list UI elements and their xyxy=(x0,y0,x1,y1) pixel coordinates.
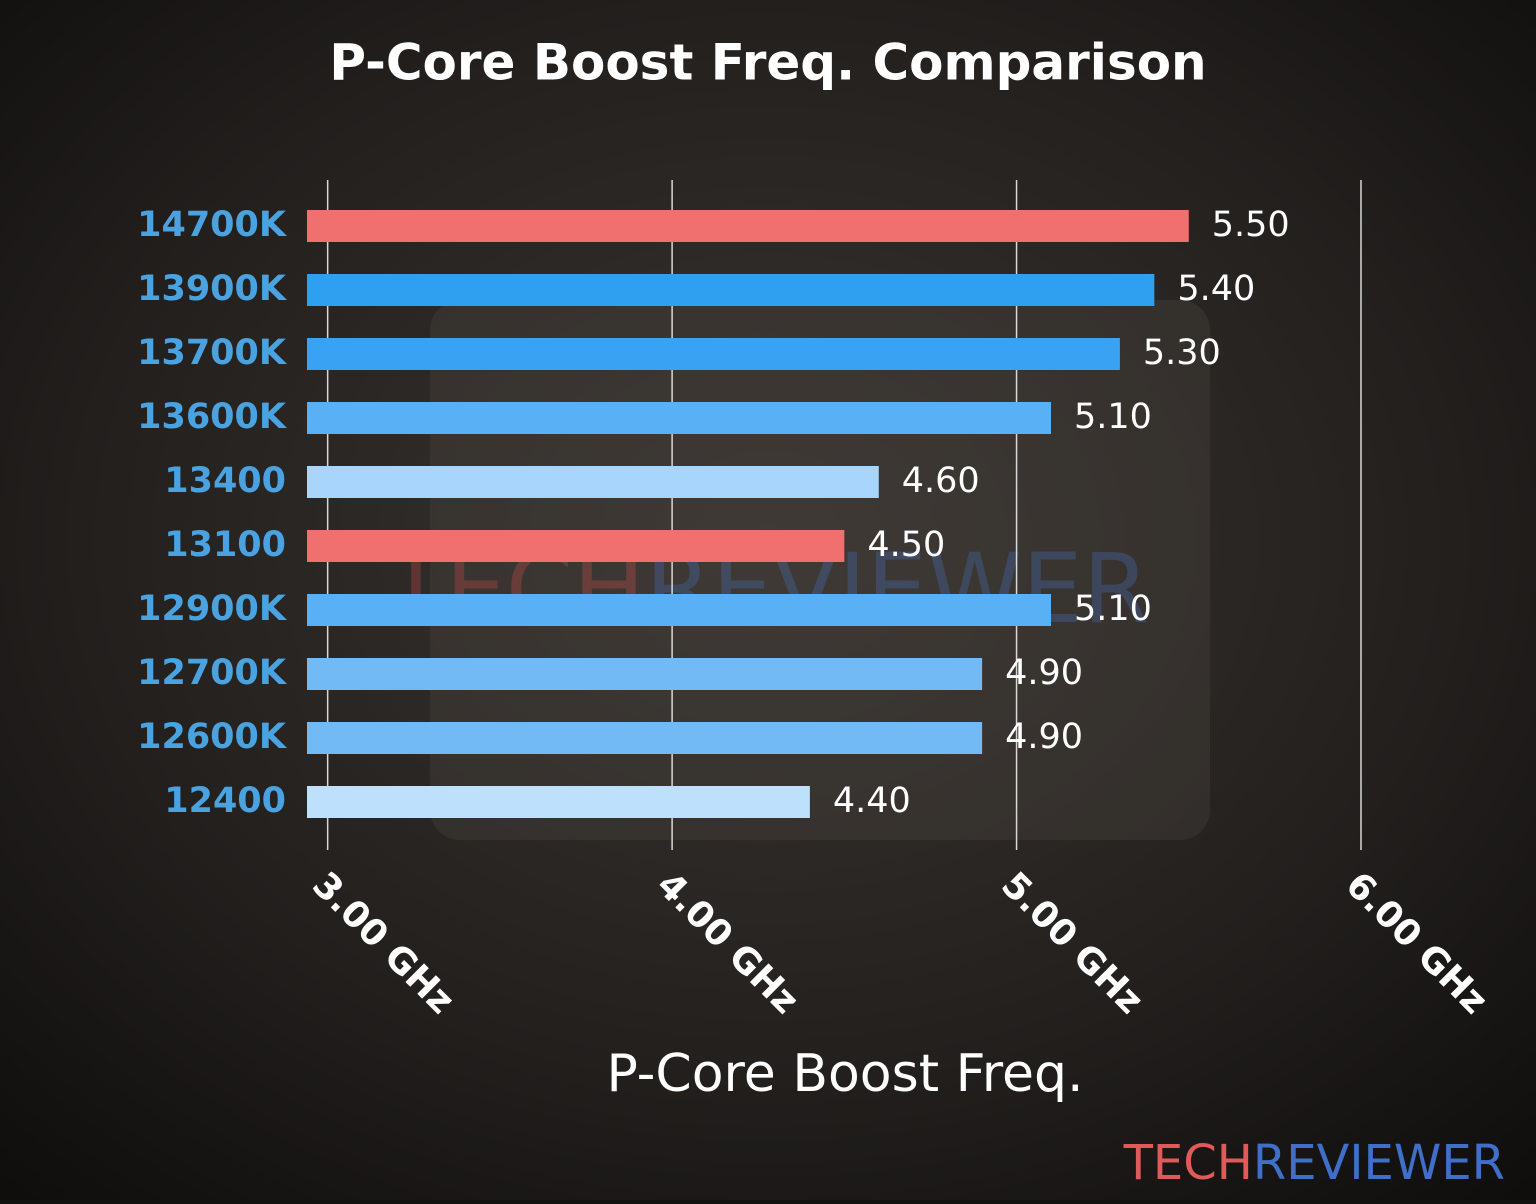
bar xyxy=(307,594,1051,626)
y-tick-label: 13900K xyxy=(137,269,288,309)
brand-second: REVIEWER xyxy=(1253,1135,1505,1191)
brand-logo: TECHREVIEWER xyxy=(1123,1135,1505,1191)
bar xyxy=(307,530,845,562)
value-label: 5.10 xyxy=(1074,397,1152,437)
bar xyxy=(307,210,1189,242)
y-tick-label: 13100 xyxy=(164,525,286,565)
bar xyxy=(307,658,983,690)
bar xyxy=(307,338,1120,370)
value-label: 5.10 xyxy=(1074,589,1152,629)
value-label: 4.40 xyxy=(833,781,911,821)
background-chip xyxy=(430,300,1210,840)
y-tick-label: 12900K xyxy=(137,589,288,629)
y-tick-label: 13700K xyxy=(137,333,288,373)
brand-first: TECH xyxy=(1123,1135,1253,1191)
value-label: 4.60 xyxy=(902,461,980,501)
y-tick-label: 13400 xyxy=(164,461,286,501)
value-label: 5.30 xyxy=(1143,333,1221,373)
y-tick-label: 12700K xyxy=(137,653,288,693)
bar xyxy=(307,786,810,818)
y-tick-label: 13600K xyxy=(137,397,288,437)
bar xyxy=(307,402,1051,434)
value-label: 4.90 xyxy=(1005,717,1083,757)
value-label: 4.90 xyxy=(1005,653,1083,693)
y-tick-label: 14700K xyxy=(137,205,288,245)
bar xyxy=(307,274,1155,306)
value-label: 5.40 xyxy=(1177,269,1255,309)
x-axis-label: P-Core Boost Freq. xyxy=(606,1044,1083,1104)
y-tick-label: 12400 xyxy=(164,781,286,821)
bar xyxy=(307,466,879,498)
value-label: 4.50 xyxy=(867,525,945,565)
bar xyxy=(307,722,983,754)
value-label: 5.50 xyxy=(1212,205,1290,245)
y-tick-label: 12600K xyxy=(137,717,288,757)
chart-title: P-Core Boost Freq. Comparison xyxy=(329,34,1206,92)
